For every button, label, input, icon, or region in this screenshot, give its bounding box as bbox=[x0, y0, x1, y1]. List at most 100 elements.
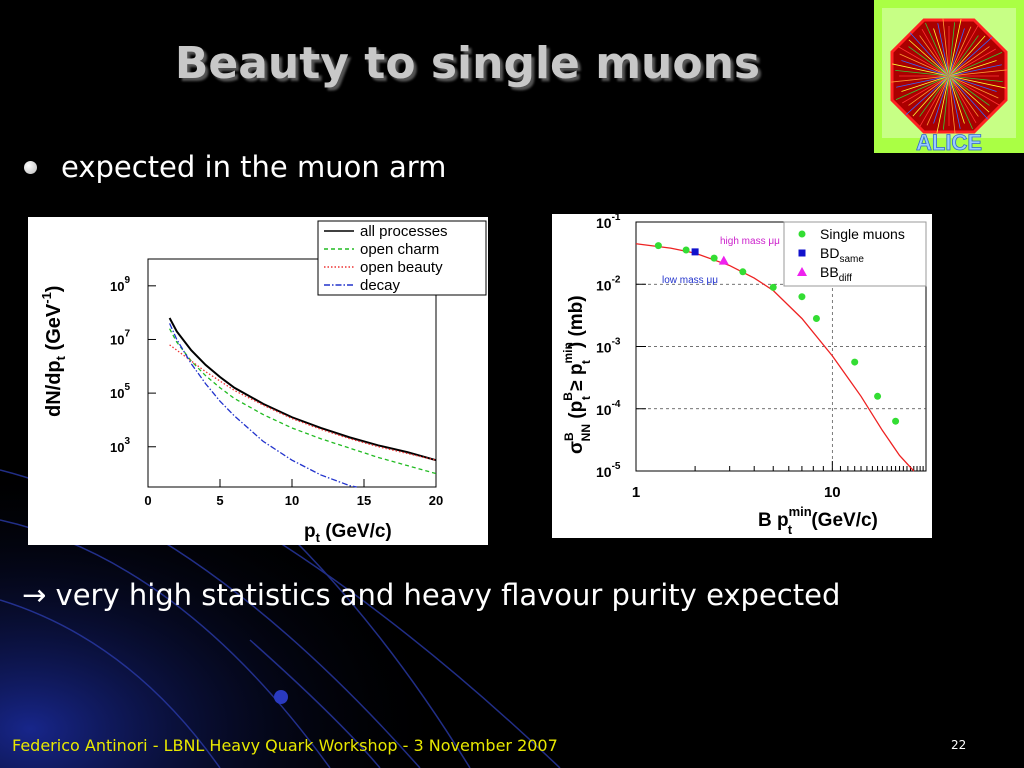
data-point-Single-muons bbox=[851, 358, 859, 366]
data-point-Single-muons bbox=[682, 246, 690, 254]
y-tick-label: 10-5 bbox=[596, 461, 621, 480]
data-point-BD-same bbox=[691, 248, 699, 256]
pt-spectrum-chart: 0 5 10 15 20 109 107 105 103 all processes open … bbox=[28, 217, 488, 545]
logo-ray bbox=[936, 75, 950, 133]
logo-ray bbox=[948, 75, 973, 130]
logo-ray bbox=[948, 28, 965, 77]
logo-ray bbox=[898, 46, 950, 77]
data-point-Single-muons bbox=[654, 242, 662, 250]
legend-label: BBdiff bbox=[820, 264, 852, 284]
logo-ray bbox=[942, 18, 950, 77]
x-axis-title: pt (GeV/c) bbox=[304, 521, 392, 545]
logo-ray bbox=[948, 75, 961, 129]
logo-ray bbox=[937, 23, 950, 77]
logo-ray bbox=[948, 69, 1007, 77]
legend-marker bbox=[797, 267, 807, 276]
y-tick-label: 109 bbox=[110, 275, 130, 294]
logo-ray bbox=[919, 75, 950, 127]
y-tick-label: 10-2 bbox=[596, 274, 621, 293]
data-point-Single-muons bbox=[739, 268, 747, 276]
logo-ray bbox=[948, 75, 956, 134]
logo-ray bbox=[926, 75, 950, 126]
logo-ray bbox=[942, 75, 950, 130]
logo-ray bbox=[948, 60, 997, 77]
y-tick-label: 103 bbox=[110, 436, 130, 455]
legend-box bbox=[783, 221, 927, 287]
x-tick-label: 10 bbox=[824, 484, 841, 501]
cross-section-chart: 10-1 10-2 10-3 10-4 10-5 1 10 high mass μμ lo… bbox=[552, 212, 932, 538]
data-point-Single-muons bbox=[710, 254, 718, 262]
logo-ray bbox=[899, 53, 950, 77]
logo-ray bbox=[948, 19, 962, 77]
x-tick-label: 10 bbox=[285, 493, 299, 508]
legend-label: Single muons bbox=[820, 226, 905, 242]
cross-section-plot: 10-1 10-2 10-3 10-4 10-5 1 10 high mass μμ lo… bbox=[561, 212, 927, 537]
logo-ray bbox=[948, 46, 990, 77]
logo-ray bbox=[919, 35, 950, 77]
logo-ray bbox=[919, 75, 950, 117]
x-tick-label: 5 bbox=[216, 493, 223, 508]
logo-ray bbox=[948, 35, 979, 77]
series-line-all-processes bbox=[168, 317, 437, 462]
x-tick-label: 15 bbox=[357, 493, 371, 508]
logo-ray bbox=[908, 46, 950, 77]
logo-ray bbox=[933, 28, 950, 77]
alice-logo: ALICE bbox=[874, 0, 1024, 153]
logo-ray bbox=[908, 39, 950, 77]
logo-ray bbox=[948, 75, 997, 92]
legend-label: open beauty bbox=[360, 259, 443, 276]
logo-ray bbox=[921, 29, 950, 77]
logo-ray bbox=[948, 48, 996, 77]
logo-ray bbox=[912, 75, 950, 117]
x-axis-title: B pmin t (GeV/c) bbox=[758, 504, 878, 537]
bullet-text: expected in the muon arm bbox=[61, 150, 447, 184]
conclusion-text: → very high statistics and heavy flavour… bbox=[22, 578, 840, 612]
logo-ray bbox=[896, 75, 950, 88]
legend-label: BDsame bbox=[820, 245, 864, 265]
logo-ray bbox=[948, 75, 989, 120]
logo-ray bbox=[901, 75, 950, 92]
footer-text: Federico Antinori - LBNL Heavy Quark Wor… bbox=[12, 736, 558, 755]
annotation-low-mass: low mass μμ bbox=[662, 275, 718, 286]
page-number: 22 bbox=[951, 738, 967, 752]
logo-ray bbox=[948, 75, 990, 113]
legend-box bbox=[317, 220, 487, 296]
x-tick-label: 0 bbox=[144, 493, 151, 508]
logo-ray bbox=[948, 36, 993, 77]
legend-label: open charm bbox=[360, 241, 439, 258]
series-line-decay bbox=[169, 323, 357, 488]
y-tick-label: 105 bbox=[110, 382, 130, 401]
y-axis-title: σB NN (pB t ≥ pmin t) (mb) bbox=[561, 295, 593, 454]
series-line-open-charm bbox=[169, 328, 437, 475]
logo-ray bbox=[895, 75, 950, 100]
logo-ray bbox=[909, 32, 950, 77]
logo-ray bbox=[948, 75, 1006, 89]
legend-marker bbox=[798, 230, 806, 238]
data-point-BB-diff bbox=[718, 255, 729, 265]
logo-ray bbox=[948, 26, 972, 77]
y-tick-label: 107 bbox=[110, 328, 130, 347]
x-tick-label: 1 bbox=[632, 484, 640, 501]
legend-label: all processes bbox=[360, 223, 448, 240]
logo-ray bbox=[891, 75, 950, 83]
logo-ray bbox=[905, 75, 950, 116]
x-tick-label: 20 bbox=[429, 493, 443, 508]
logo-ray bbox=[948, 75, 990, 106]
logo-ray bbox=[948, 35, 986, 77]
legend-label: decay bbox=[360, 277, 401, 294]
logo-ray bbox=[901, 60, 950, 77]
y-axis-title: dN/dpt (GeV-1) bbox=[39, 286, 68, 417]
y-tick-label: 10-1 bbox=[596, 214, 621, 231]
logo-ray bbox=[948, 25, 979, 77]
logo-ray bbox=[948, 75, 977, 123]
logo-ray bbox=[948, 75, 979, 117]
logo-ray bbox=[948, 75, 1003, 83]
logo-ray bbox=[948, 75, 999, 99]
logo-ray bbox=[908, 75, 950, 106]
fit-curve bbox=[635, 243, 915, 472]
alice-logo-text: ALICE bbox=[916, 130, 982, 153]
data-point-Single-muons bbox=[812, 314, 820, 322]
y-tick-label: 10-3 bbox=[596, 337, 621, 356]
annotation-high-mass: high mass μμ bbox=[720, 236, 780, 247]
